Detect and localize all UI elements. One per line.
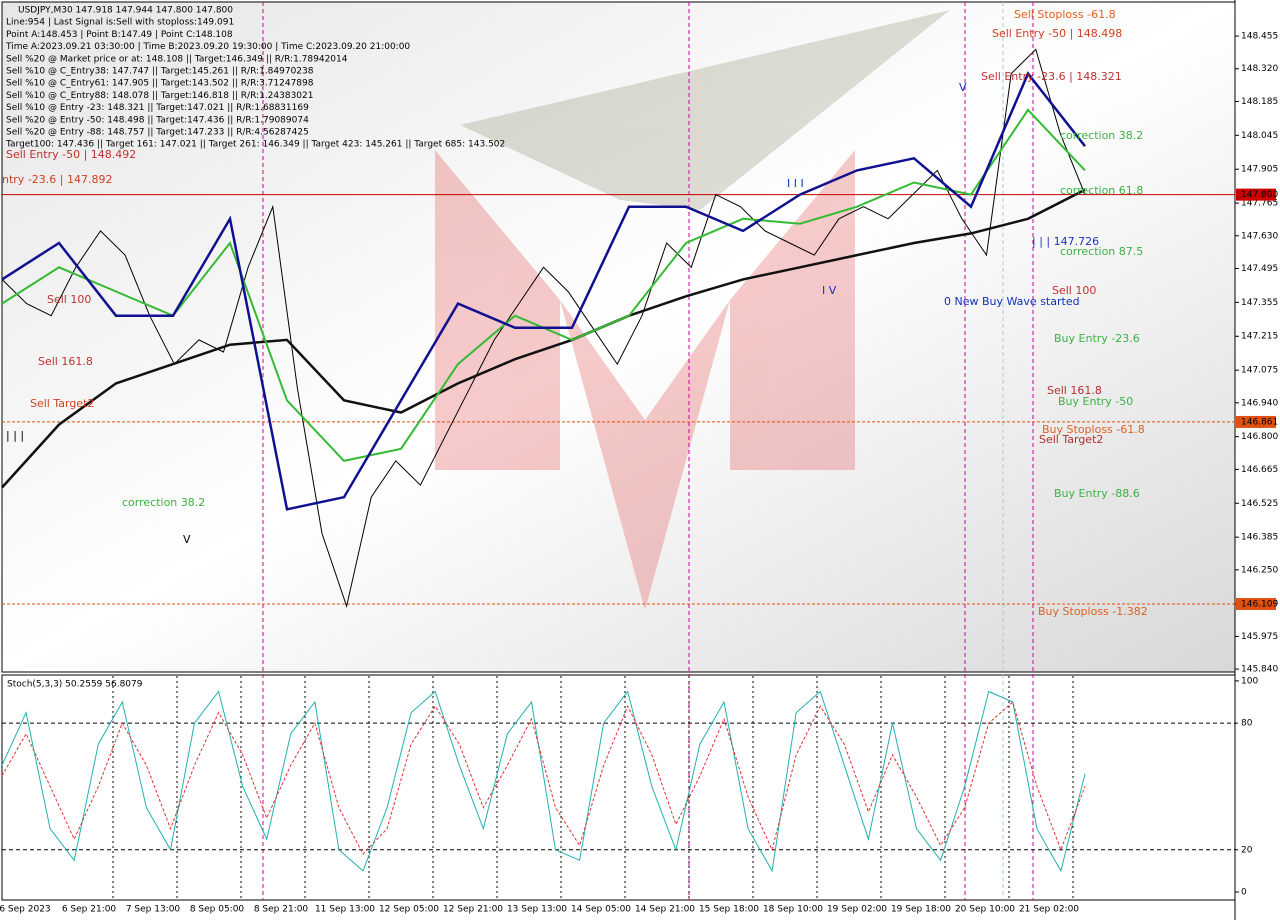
annotation: correction 87.5 [1060,245,1143,258]
moving-average [1,71,1086,511]
annotation: Buy Entry -88.6 [1054,487,1140,500]
annotation: Sell Target2 [30,397,94,410]
y-tick-label: 146.665 [1241,465,1278,475]
annotation: correction 61.8 [1060,184,1143,197]
y-tick-label: 146.940 [1241,398,1278,408]
annotation: V [183,533,191,546]
y-tick-label: 0 [1241,887,1247,897]
annotation: correction 38.2 [1060,129,1143,142]
main-panel [1,1,1236,673]
y-tick-label: 147.765 [1241,199,1278,209]
annotation: Sell Stoploss -61.8 [1014,8,1116,21]
y-tick-label: 147.075 [1241,366,1278,376]
annotation: V [959,81,967,94]
y-tick-label: 147.495 [1241,264,1278,274]
x-tick-label: 6 Sep 21:00 [62,905,117,915]
annotation: Sell Entry -50 | 148.498 [992,27,1122,40]
x-tick-label: 12 Sep 05:00 [379,905,439,915]
annotation: | | | [6,429,24,442]
info-line: Sell %10 @ C_Entry61: 147.905 || Target:… [6,79,314,89]
y-tick-label: 148.320 [1241,64,1278,74]
annotation: | | | 147.726 [1032,235,1099,248]
y-tick-label: 148.045 [1241,131,1278,141]
annotation: I I I [787,177,804,190]
level-label: 147.800 [1241,190,1278,200]
x-tick-label: 13 Sep 13:00 [507,905,567,915]
info-line: Sell %20 @ Entry -88: 148.757 || Target:… [6,128,309,138]
y-tick-label: 146.385 [1241,533,1278,543]
info-line: Sell %20 @ Market price or at: 148.108 |… [6,54,348,64]
y-tick-label: 20 [1241,845,1253,855]
x-tick-label: 6 Sep 2023 [0,905,51,915]
x-tick-label: 8 Sep 05:00 [190,905,245,915]
x-tick-label: 12 Sep 21:00 [443,905,503,915]
y-tick-label: 145.975 [1241,632,1278,642]
y-tick-label: 148.185 [1241,97,1278,107]
info-line: Line:954 | Last Signal is:Sell with stop… [6,18,234,28]
info-line: USDJPY,M30 147.918 147.944 147.800 147.8… [18,6,233,16]
level-label: 146.109 [1241,599,1278,609]
annotation: Sell 161.8 [38,355,93,368]
y-tick-label: 80 [1241,719,1253,729]
annotation: Sell Target2 [1039,433,1103,446]
x-tick-label: 11 Sep 13:00 [315,905,375,915]
y-tick-label: 148.455 [1241,32,1278,42]
annotation: ntry -23.6 | 147.892 [2,173,112,186]
annotation: I V [822,284,837,297]
x-tick-label: 14 Sep 21:00 [635,905,695,915]
info-line: Sell %10 @ C_Entry38: 147.747 || Target:… [6,67,314,77]
annotation: Sell Entry -23.6 | 148.321 [981,70,1122,83]
x-tick-label: 8 Sep 21:00 [254,905,309,915]
x-tick-label: 21 Sep 02:00 [1019,905,1079,915]
session-lines [262,2,1034,900]
x-tick-label: 7 Sep 13:00 [126,905,181,915]
annotation: Buy Entry -23.6 [1054,332,1140,345]
info-line: Target100: 147.436 || Target 161: 147.02… [5,140,505,150]
watermark [435,10,950,610]
info-line: Sell %20 @ Entry -50: 148.498 || Target:… [6,115,309,125]
x-tick-label: 14 Sep 05:00 [571,905,631,915]
annotation: correction 38.2 [122,496,205,509]
annotation: Sell 100 [47,293,91,306]
info-line: Time A:2023.09.21 03:30:00 | Time B:2023… [5,42,410,52]
annotation: Sell Entry -50 | 148.492 [6,148,136,161]
stoch-line [1,701,1086,855]
info-line: Point A:148.453 | Point B:147.49 | Point… [6,30,233,40]
moving-average [1,188,1086,489]
y-tick-label: 147.215 [1241,332,1278,342]
x-tick-label: 15 Sep 18:00 [699,905,759,915]
y-tick-label: 146.800 [1241,432,1278,442]
y-tick-label: 147.630 [1241,231,1278,241]
x-tick-label: 20 Sep 10:00 [955,905,1015,915]
x-tick-label: 18 Sep 10:00 [763,905,823,915]
level-label-bg [1236,597,1276,610]
y-tick-label: 146.250 [1241,565,1278,575]
y-tick-label: 146.525 [1241,499,1278,509]
level-label: 146.861 [1241,417,1278,427]
y-tick-label: 145.840 [1241,665,1278,675]
y-tick-label: 147.905 [1241,165,1278,175]
stoch-panel [1,674,1236,901]
info-line: Sell %10 @ C_Entry88: 148.078 || Target:… [6,91,314,101]
level-label-bg [1236,415,1276,428]
x-tick-label: 19 Sep 02:00 [827,905,887,915]
y-tick-label: 147.355 [1241,298,1278,308]
y-tick-label: 100 [1241,676,1258,686]
annotation: 0 New Buy Wave started [944,295,1080,308]
price-line [1,48,1086,609]
level-label-bg [1236,188,1276,201]
annotation: Sell 161.8 [1047,384,1102,397]
annotation: Sell 100 [1052,284,1096,297]
annotation: Buy Stoploss -61.8 [1042,423,1145,436]
info-line: Sell %10 @ Entry -23: 148.321 || Target:… [6,103,309,113]
annotation: Buy Entry -50 [1058,395,1133,408]
x-tick-label: 19 Sep 18:00 [891,905,951,915]
stoch-title: Stoch(5,3,3) 50.2559 56.8079 [7,680,143,690]
annotation: Buy Stoploss -1.382 [1038,605,1148,618]
